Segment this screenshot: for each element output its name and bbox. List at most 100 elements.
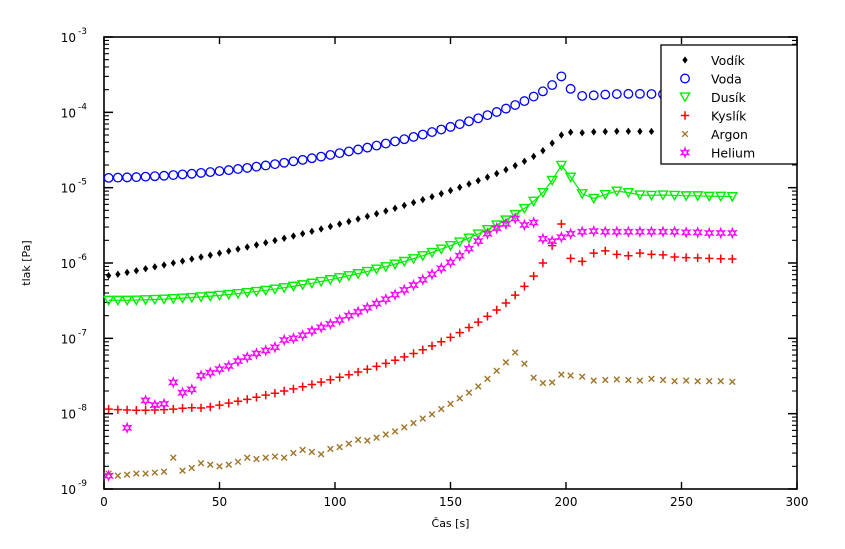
data-point-cross bbox=[601, 376, 609, 384]
data-point-circle-open bbox=[600, 89, 611, 100]
legend-item-helium[interactable]: Helium bbox=[679, 146, 755, 161]
y-tick-exponent: -4 bbox=[78, 102, 87, 112]
data-point-cross bbox=[373, 434, 380, 441]
data-point-plus bbox=[298, 382, 307, 391]
y-tick-mantissa: 10 bbox=[61, 408, 76, 422]
data-point-diamond-filled bbox=[602, 127, 608, 136]
data-point-star bbox=[417, 273, 429, 286]
data-point-diamond-filled bbox=[549, 139, 555, 147]
data-point-diamond-filled bbox=[142, 265, 149, 273]
data-point-star bbox=[223, 359, 235, 373]
data-point-star bbox=[343, 309, 355, 322]
data-point-cross bbox=[234, 458, 242, 466]
data-point-circle-open bbox=[464, 116, 474, 127]
data-point-circle-open bbox=[149, 171, 160, 182]
data-point-triangle-down-open bbox=[599, 189, 612, 201]
data-point-star bbox=[680, 226, 692, 239]
legend-item-voda[interactable]: Voda bbox=[680, 72, 742, 87]
data-point-cross bbox=[142, 470, 149, 477]
y-tick-mantissa: 10 bbox=[61, 106, 76, 120]
data-point-star bbox=[518, 218, 530, 232]
data-point-cross bbox=[216, 463, 223, 470]
data-point-triangle-down-open bbox=[426, 247, 438, 259]
data-point-triangle-down-open bbox=[185, 292, 198, 304]
data-point-plus bbox=[601, 246, 610, 256]
data-point-star bbox=[726, 226, 738, 240]
data-point-star bbox=[260, 344, 272, 357]
data-point-triangle-down-open bbox=[435, 244, 448, 255]
data-point-plus bbox=[635, 248, 645, 258]
data-point-plus bbox=[113, 405, 123, 414]
series-voda bbox=[103, 71, 738, 183]
x-tick-label: 300 bbox=[786, 495, 809, 509]
data-point-triangle-down-open bbox=[564, 172, 577, 183]
data-point-circle-open bbox=[112, 172, 123, 183]
data-point-diamond-filled bbox=[161, 261, 167, 269]
data-point-plus bbox=[316, 377, 326, 387]
data-point-star bbox=[463, 242, 475, 255]
data-point-cross bbox=[590, 377, 598, 384]
legend-item-vodík[interactable]: Vodík bbox=[682, 53, 746, 68]
data-point-star bbox=[241, 351, 253, 364]
data-point-cross bbox=[391, 428, 399, 435]
data-point-triangle-down-open bbox=[343, 271, 355, 282]
data-point-plus bbox=[693, 253, 702, 263]
data-point-star bbox=[398, 283, 410, 297]
data-point-triangle-down-open bbox=[472, 229, 485, 240]
legend-label-kyslík: Kyslík bbox=[711, 109, 747, 124]
legend-box bbox=[660, 44, 798, 165]
data-point-cross bbox=[262, 454, 270, 462]
data-point-plus bbox=[132, 406, 141, 415]
data-point-diamond-filled bbox=[124, 268, 130, 277]
data-point-cross bbox=[437, 405, 445, 413]
data-point-star bbox=[482, 227, 493, 240]
data-point-diamond-filled bbox=[346, 217, 352, 226]
data-point-circle-open bbox=[519, 96, 530, 107]
data-point-cross bbox=[419, 415, 427, 422]
data-point-circle-open bbox=[214, 166, 225, 177]
data-point-star bbox=[445, 256, 456, 269]
data-point-diamond-filled bbox=[383, 207, 389, 215]
x-tick-label: 200 bbox=[555, 495, 578, 509]
x-tick-label: 50 bbox=[212, 495, 227, 509]
legend-item-kyslík[interactable]: Kyslík bbox=[680, 109, 747, 124]
data-point-star bbox=[509, 212, 521, 225]
data-point-star bbox=[646, 225, 657, 239]
data-point-cross bbox=[521, 360, 528, 368]
data-point-plus bbox=[215, 400, 224, 410]
data-point-star bbox=[435, 262, 447, 275]
data-point-circle-open bbox=[646, 89, 657, 99]
data-point-diamond-filled bbox=[327, 222, 334, 231]
data-point-circle-open bbox=[223, 165, 234, 176]
data-point-circle-open bbox=[279, 157, 290, 168]
data-point-cross bbox=[345, 440, 353, 447]
data-point-star bbox=[269, 341, 281, 354]
legend-item-dusík[interactable]: Dusík bbox=[679, 90, 747, 105]
data-point-circle-open bbox=[122, 172, 133, 183]
data-point-circle-open bbox=[528, 91, 539, 102]
data-point-circle-open bbox=[103, 172, 114, 183]
data-point-star bbox=[528, 216, 540, 229]
data-point-cross bbox=[327, 445, 334, 453]
data-point-diamond-filled bbox=[364, 212, 370, 221]
legend[interactable]: Vodík Voda Dusík Kyslík Argon Helium bbox=[660, 44, 798, 165]
data-point-diamond-filled bbox=[591, 128, 597, 136]
data-point-star bbox=[669, 225, 681, 239]
data-point-star bbox=[657, 225, 669, 239]
series-argon bbox=[105, 349, 736, 480]
data-point-diamond-filled bbox=[521, 157, 528, 165]
data-point-triangle-down-open bbox=[587, 193, 600, 205]
data-point-diamond-filled bbox=[682, 56, 688, 64]
legend-item-argon[interactable]: Argon bbox=[681, 127, 748, 142]
data-point-cross bbox=[484, 375, 491, 383]
data-point-plus bbox=[409, 349, 418, 358]
data-point-cross bbox=[253, 455, 260, 463]
x-tick-label: 250 bbox=[670, 495, 693, 509]
data-point-circle-open bbox=[556, 71, 567, 82]
data-point-triangle-down-open bbox=[278, 283, 290, 294]
y-tick-exponent: -7 bbox=[78, 328, 87, 338]
data-point-triangle-down-open bbox=[315, 276, 327, 288]
data-point-diamond-filled bbox=[189, 255, 195, 263]
